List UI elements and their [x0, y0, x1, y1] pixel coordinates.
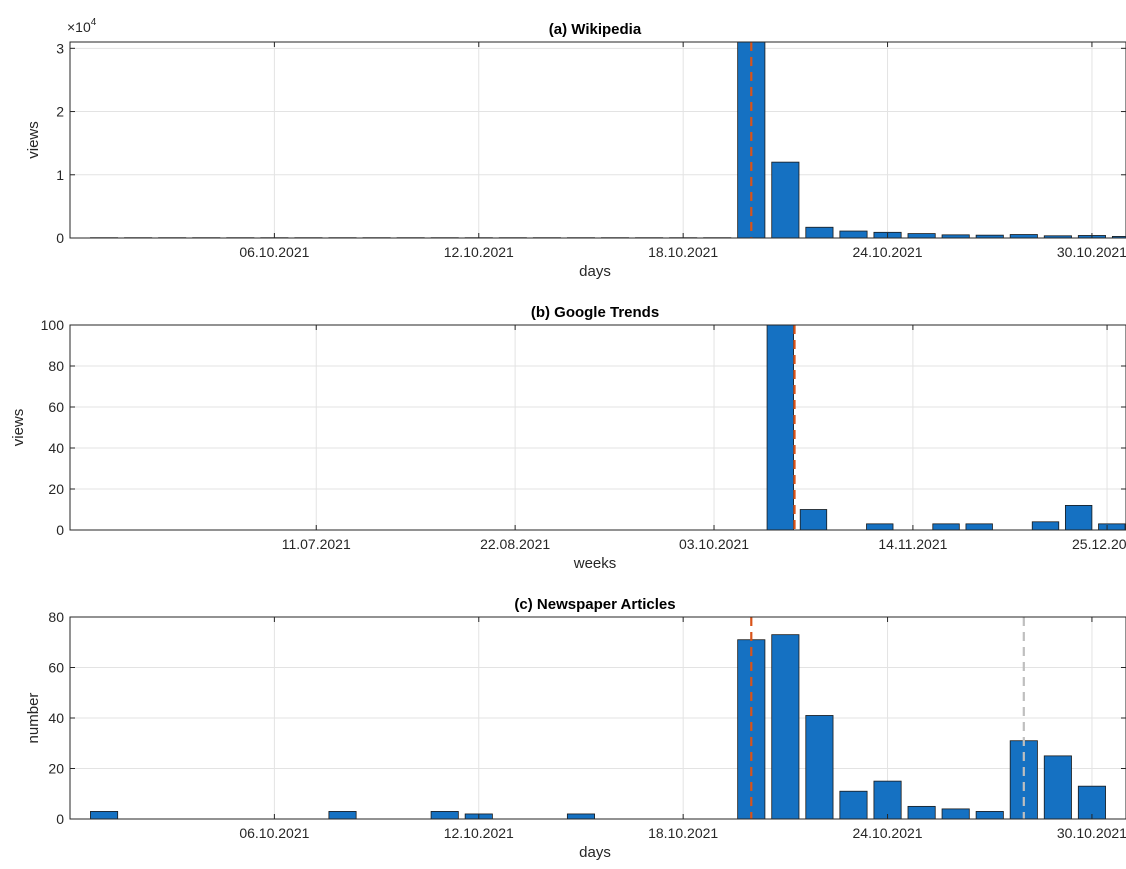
google-trends-bar	[766, 324, 794, 531]
wikipedia-y-tick-label: 0	[56, 230, 64, 246]
wikipedia-y-exponent-label: ×104	[67, 17, 97, 35]
google-trends-x-tick-label: 14.11.2021	[878, 536, 947, 552]
newspaper-articles-bar	[873, 780, 902, 820]
newspaper-articles-bar	[771, 634, 800, 820]
wikipedia-title: (a) Wikipedia	[549, 21, 642, 38]
newspaper-articles-x-axis-label: days	[579, 844, 611, 861]
google-trends-bar	[799, 509, 828, 531]
newspaper-articles-bar	[839, 790, 868, 820]
newspaper-articles-bar	[975, 811, 1004, 820]
google-trends-bar	[932, 523, 960, 531]
google-trends-x-tick-label: 25.12.2021	[1072, 536, 1126, 552]
google-trends-x-tick-label: 22.08.2021	[480, 536, 550, 552]
google-trends-bar	[1031, 521, 1060, 531]
newspaper-articles-bar	[1043, 755, 1072, 820]
newspaper-articles-y-tick-label: 40	[48, 710, 64, 726]
wikipedia-x-tick-label: 12.10.2021	[444, 244, 514, 260]
newspaper-articles-x-tick-label: 18.10.2021	[648, 825, 718, 841]
newspaper-articles-bar	[1077, 785, 1106, 820]
google-trends-x-axis-label: weeks	[573, 555, 617, 572]
google-trends-bar	[1064, 504, 1093, 531]
google-trends-y-tick-label: 0	[56, 522, 64, 538]
panel-google-trends: 11.07.2021 22.08.2021 03.10.2021 14.11.2021…	[10, 304, 1126, 572]
wikipedia-x-tick-label: 06.10.2021	[239, 244, 309, 260]
newspaper-articles-x-tick-label: 30.10.2021	[1057, 825, 1126, 841]
newspaper-articles-bar	[941, 808, 970, 820]
wikipedia-y-tick-label: 3	[56, 40, 64, 56]
newspaper-articles-bar	[328, 811, 357, 820]
google-trends-bar	[1098, 523, 1126, 531]
google-trends-y-tick-label: 100	[41, 317, 65, 333]
newspaper-articles-y-tick-label: 60	[48, 660, 64, 676]
newspaper-articles-y-tick-label: 20	[48, 761, 64, 777]
newspaper-articles-y-tick-label: 0	[56, 811, 64, 827]
wikipedia-axes-box	[69, 41, 1126, 239]
newspaper-articles-bar	[907, 805, 936, 820]
wikipedia-x-tick-label: 30.10.2021	[1057, 244, 1126, 260]
google-trends-y-tick-label: 80	[48, 358, 64, 374]
newspaper-articles-bar	[566, 813, 595, 820]
google-trends-axes-box	[69, 324, 1126, 531]
wikipedia-x-tick-label: 24.10.2021	[853, 244, 923, 260]
newspaper-articles-x-tick-label: 12.10.2021	[444, 825, 514, 841]
wikipedia-x-axis-label: days	[579, 263, 611, 280]
newspaper-articles-x-tick-label: 24.10.2021	[853, 825, 923, 841]
google-trends-y-tick-label: 40	[48, 440, 64, 456]
panel-newspaper-articles: 06.10.2021 12.10.2021 18.10.2021 24.10.2021…	[25, 596, 1126, 861]
google-trends-plot-area	[70, 325, 1126, 530]
google-trends-x-tick-label: 03.10.2021	[679, 536, 749, 552]
newspaper-articles-bar	[430, 811, 459, 820]
google-trends-bar	[866, 523, 894, 531]
google-trends-bar	[965, 523, 993, 531]
wikipedia-bar	[1009, 234, 1038, 239]
wikipedia-y-tick-label: 2	[56, 104, 64, 120]
newspaper-articles-y-tick-label: 80	[48, 609, 64, 625]
wikipedia-x-tick-label: 18.10.2021	[648, 244, 718, 260]
google-trends-y-tick-label: 60	[48, 399, 64, 415]
google-trends-y-tick-label: 20	[48, 481, 64, 497]
wikipedia-bar	[771, 161, 800, 239]
wikipedia-bar	[805, 226, 834, 239]
google-trends-x-tick-label: 11.07.2021	[282, 536, 351, 552]
wikipedia-y-axis-label: views	[25, 121, 42, 159]
newspaper-articles-x-tick-label: 06.10.2021	[239, 825, 309, 841]
newspaper-articles-title: (c) Newspaper Articles	[514, 596, 675, 613]
panel-wikipedia: 06.10.2021 12.10.2021 18.10.2021 24.10.2021…	[25, 17, 1126, 280]
google-trends-y-axis-label: views	[10, 409, 27, 447]
wikipedia-bar	[907, 233, 936, 239]
wikipedia-y-tick-label: 1	[56, 167, 64, 183]
wikipedia-plot-area	[70, 42, 1126, 238]
google-trends-title: (b) Google Trends	[531, 304, 659, 321]
newspaper-articles-y-axis-label: number	[25, 693, 42, 744]
newspaper-articles-bar	[805, 715, 834, 820]
newspaper-articles-bar	[90, 811, 119, 820]
wikipedia-bar	[839, 230, 868, 239]
